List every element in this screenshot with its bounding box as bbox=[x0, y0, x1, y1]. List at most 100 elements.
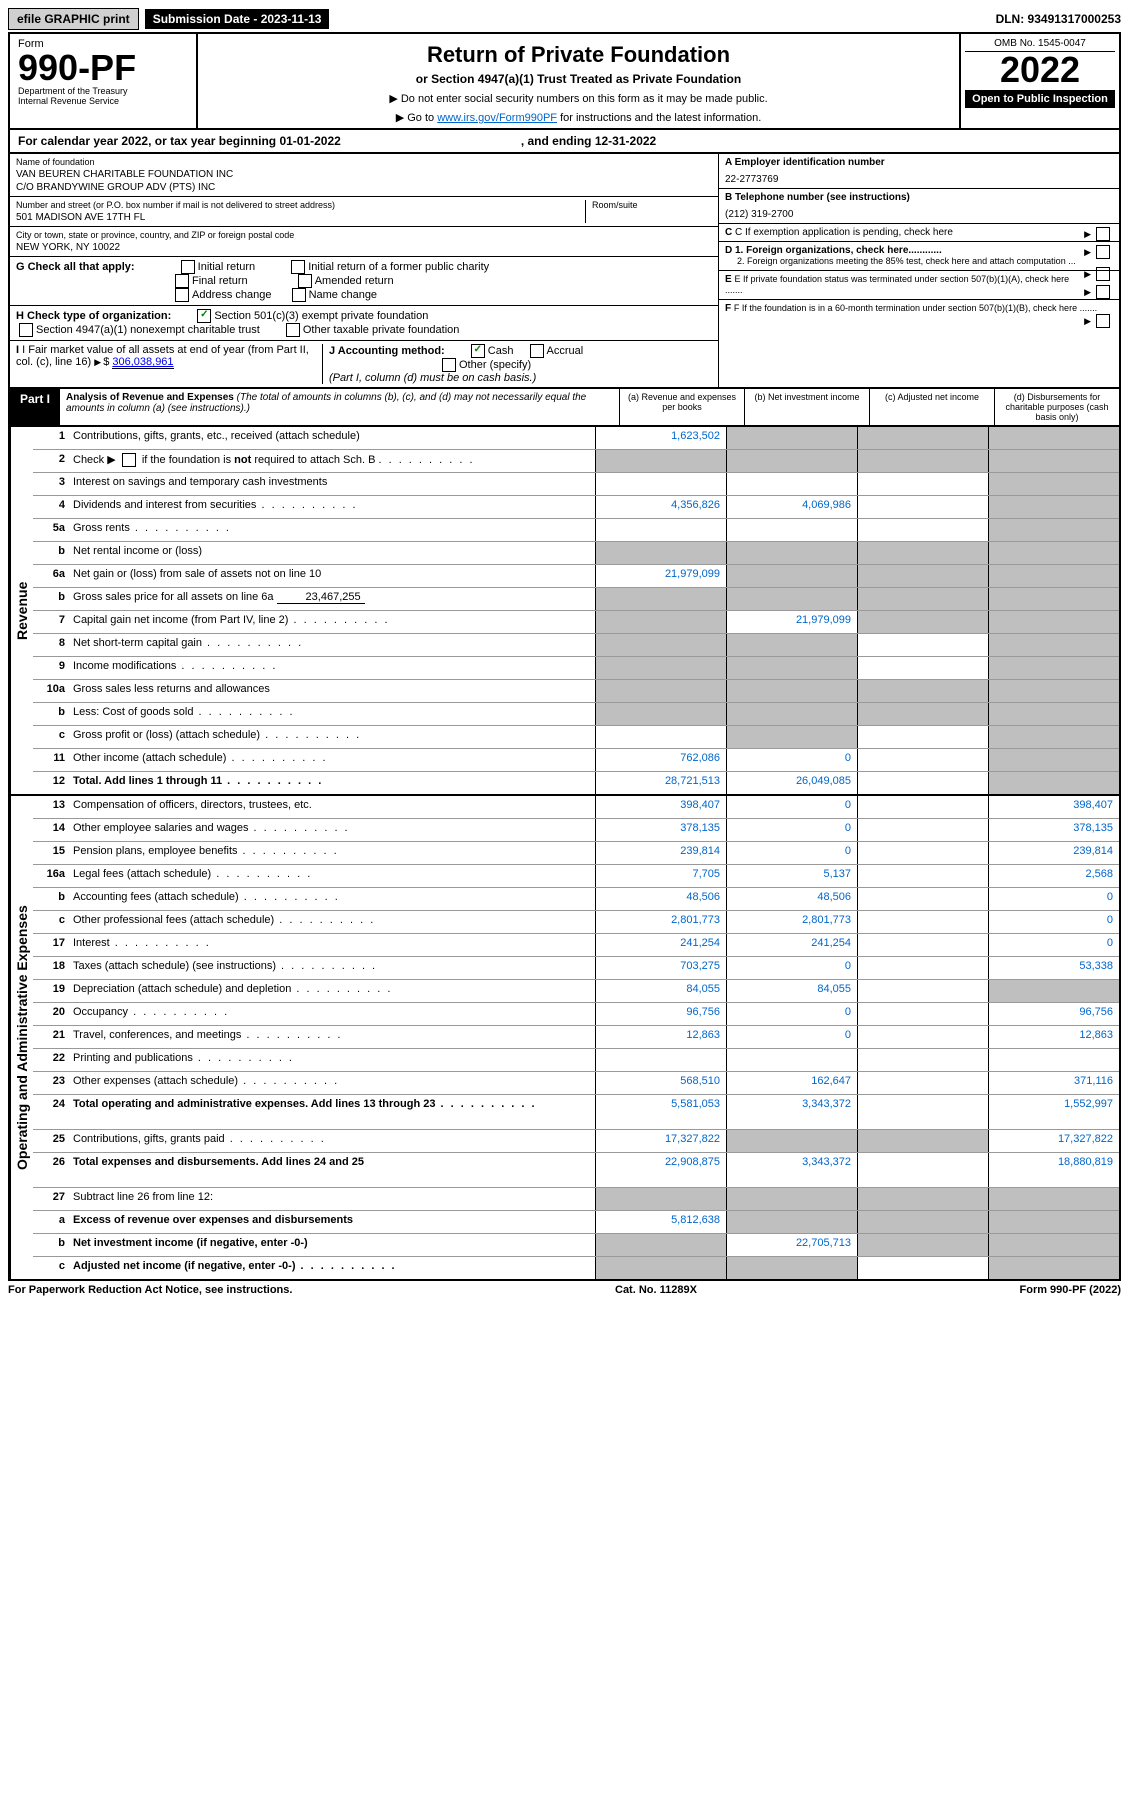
chk-sch-b[interactable] bbox=[122, 453, 136, 467]
chk-amended[interactable] bbox=[298, 274, 312, 288]
row-val-b[interactable]: 48,506 bbox=[726, 888, 857, 910]
chk-60month[interactable] bbox=[1096, 314, 1110, 328]
row-val-a[interactable]: 4,356,826 bbox=[595, 496, 726, 518]
chk-name-change[interactable] bbox=[292, 288, 306, 302]
fmv-link[interactable]: 306,038,961 bbox=[112, 356, 173, 369]
row-val-c bbox=[857, 980, 988, 1002]
row-val-b[interactable]: 0 bbox=[726, 957, 857, 979]
row-val-d[interactable]: 0 bbox=[988, 934, 1119, 956]
row-val-d[interactable]: 18,880,819 bbox=[988, 1153, 1119, 1187]
row-val-b bbox=[726, 565, 857, 587]
chk-address-change[interactable] bbox=[175, 288, 189, 302]
row-val-b[interactable]: 26,049,085 bbox=[726, 772, 857, 794]
row-val-b[interactable]: 3,343,372 bbox=[726, 1153, 857, 1187]
row-val-a[interactable]: 5,812,638 bbox=[595, 1211, 726, 1233]
row-val-a[interactable]: 2,801,773 bbox=[595, 911, 726, 933]
chk-status-terminated[interactable] bbox=[1096, 285, 1110, 299]
row-val-a[interactable]: 5,581,053 bbox=[595, 1095, 726, 1129]
calendar-year-row: For calendar year 2022, or tax year begi… bbox=[8, 130, 1121, 154]
row-val-a[interactable]: 703,275 bbox=[595, 957, 726, 979]
row-val-a[interactable]: 239,814 bbox=[595, 842, 726, 864]
row-val-d[interactable]: 378,135 bbox=[988, 819, 1119, 841]
city-cell: City or town, state or province, country… bbox=[10, 227, 718, 257]
row-val-d[interactable]: 371,116 bbox=[988, 1072, 1119, 1094]
row-val-b bbox=[726, 726, 857, 748]
chk-85pct-test[interactable] bbox=[1096, 267, 1110, 281]
row-val-b[interactable]: 2,801,773 bbox=[726, 911, 857, 933]
chk-other-taxable[interactable] bbox=[286, 323, 300, 337]
row-val-a bbox=[595, 450, 726, 472]
chk-4947[interactable] bbox=[19, 323, 33, 337]
row-val-d[interactable]: 53,338 bbox=[988, 957, 1119, 979]
part1-desc: Analysis of Revenue and Expenses (The to… bbox=[60, 389, 619, 425]
row-val-d[interactable]: 398,407 bbox=[988, 796, 1119, 818]
row-val-b[interactable]: 21,979,099 bbox=[726, 611, 857, 633]
chk-other-method[interactable] bbox=[442, 358, 456, 372]
row-val-a[interactable]: 1,623,502 bbox=[595, 427, 726, 449]
chk-final-return[interactable] bbox=[175, 274, 189, 288]
row-val-a[interactable]: 568,510 bbox=[595, 1072, 726, 1094]
row-val-b[interactable]: 4,069,986 bbox=[726, 496, 857, 518]
table-row: 5aGross rents bbox=[33, 519, 1119, 542]
table-row: 17Interest241,254241,2540 bbox=[33, 934, 1119, 957]
chk-cash[interactable] bbox=[471, 344, 485, 358]
chk-foreign-org[interactable] bbox=[1096, 245, 1110, 259]
row-val-b[interactable]: 0 bbox=[726, 749, 857, 771]
expenses-table: Operating and Administrative Expenses 13… bbox=[8, 796, 1121, 1281]
row-val-b[interactable]: 3,343,372 bbox=[726, 1095, 857, 1129]
chk-accrual[interactable] bbox=[530, 344, 544, 358]
row-val-b[interactable]: 5,137 bbox=[726, 865, 857, 887]
row-val-a[interactable]: 96,756 bbox=[595, 1003, 726, 1025]
row-val-d[interactable]: 0 bbox=[988, 888, 1119, 910]
addr-label: Number and street (or P.O. box number if… bbox=[16, 200, 585, 210]
row-val-a[interactable]: 12,863 bbox=[595, 1026, 726, 1048]
row-val-a[interactable]: 48,506 bbox=[595, 888, 726, 910]
row-val-b[interactable]: 241,254 bbox=[726, 934, 857, 956]
row-val-b[interactable]: 0 bbox=[726, 796, 857, 818]
row-val-a[interactable]: 762,086 bbox=[595, 749, 726, 771]
row-val-d[interactable]: 239,814 bbox=[988, 842, 1119, 864]
table-row: bGross sales price for all assets on lin… bbox=[33, 588, 1119, 611]
row-val-a[interactable]: 22,908,875 bbox=[595, 1153, 726, 1187]
row-val-a[interactable]: 378,135 bbox=[595, 819, 726, 841]
row-val-a[interactable]: 28,721,513 bbox=[595, 772, 726, 794]
header-center: Return of Private Foundation or Section … bbox=[198, 34, 959, 128]
row-val-b[interactable]: 22,705,713 bbox=[726, 1234, 857, 1256]
table-row: 16aLegal fees (attach schedule)7,7055,13… bbox=[33, 865, 1119, 888]
row-val-c bbox=[857, 427, 988, 449]
row-val-a[interactable]: 84,055 bbox=[595, 980, 726, 1002]
row-val-d[interactable]: 0 bbox=[988, 911, 1119, 933]
row-val-d[interactable]: 17,327,822 bbox=[988, 1130, 1119, 1152]
row-val-a[interactable]: 398,407 bbox=[595, 796, 726, 818]
chk-501c3[interactable] bbox=[197, 309, 211, 323]
row-val-d[interactable]: 96,756 bbox=[988, 1003, 1119, 1025]
row-val-a[interactable]: 17,327,822 bbox=[595, 1130, 726, 1152]
row-val-a[interactable]: 21,979,099 bbox=[595, 565, 726, 587]
row-val-a[interactable]: 7,705 bbox=[595, 865, 726, 887]
row-val-b bbox=[726, 703, 857, 725]
efile-print-button[interactable]: efile GRAPHIC print bbox=[8, 8, 139, 30]
chk-initial-former[interactable] bbox=[291, 260, 305, 274]
footer: For Paperwork Reduction Act Notice, see … bbox=[8, 1284, 1121, 1296]
h-other-text: Other taxable private foundation bbox=[303, 324, 460, 336]
row-val-b[interactable]: 0 bbox=[726, 1026, 857, 1048]
row-val-a bbox=[595, 588, 726, 610]
form-subtitle: or Section 4947(a)(1) Trust Treated as P… bbox=[206, 72, 951, 86]
form-instructions-link[interactable]: www.irs.gov/Form990PF bbox=[437, 112, 557, 124]
row-val-d bbox=[988, 634, 1119, 656]
chk-exemption-pending[interactable] bbox=[1096, 227, 1110, 241]
row-val-b[interactable]: 0 bbox=[726, 842, 857, 864]
row-val-b[interactable]: 162,647 bbox=[726, 1072, 857, 1094]
row-val-d bbox=[988, 657, 1119, 679]
table-row: 6aNet gain or (loss) from sale of assets… bbox=[33, 565, 1119, 588]
row-val-a[interactable]: 241,254 bbox=[595, 934, 726, 956]
row-val-c bbox=[857, 1257, 988, 1279]
row-val-d[interactable]: 1,552,997 bbox=[988, 1095, 1119, 1129]
row-val-d[interactable]: 12,863 bbox=[988, 1026, 1119, 1048]
row-val-b[interactable]: 0 bbox=[726, 819, 857, 841]
row-val-b[interactable]: 0 bbox=[726, 1003, 857, 1025]
chk-initial-return[interactable] bbox=[181, 260, 195, 274]
part1-label: Part I bbox=[10, 389, 60, 425]
row-val-b[interactable]: 84,055 bbox=[726, 980, 857, 1002]
row-val-d[interactable]: 2,568 bbox=[988, 865, 1119, 887]
